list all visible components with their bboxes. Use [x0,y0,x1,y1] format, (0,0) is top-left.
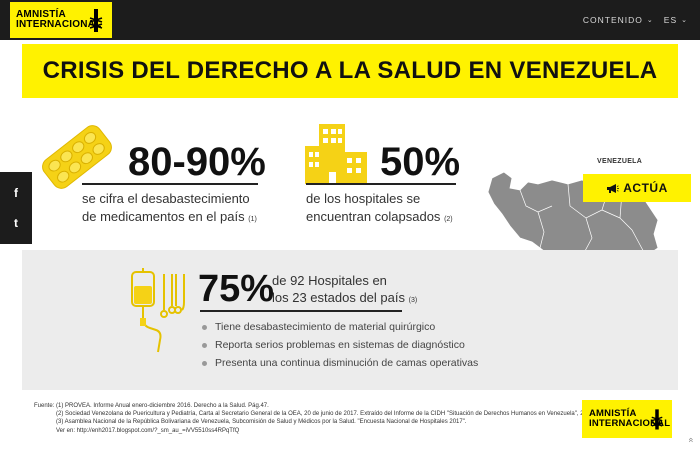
stat-medicines-ref: (1) [248,216,257,223]
stat-network-underline [200,310,402,312]
logo-text: AMNISTÍA INTERNACIONAL [16,9,102,30]
stat-medicines-line1: se cifra el desabastecimiento [82,191,250,206]
footnote-2: (2) Sociedad Venezolana de Puericultura … [56,411,596,418]
stat-hospitals-desc: de los hospitales se encuentran colapsad… [306,190,453,229]
top-bar: AMNISTÍA INTERNACIONAL CONTENIDO ⌄ ES ⌄ [0,0,700,40]
hospital-buildings-icon [305,124,367,184]
stat-hospitals-line2: encuentran colapsados [306,209,441,224]
footnote-3: (3) Asamblea Nacional de la República Bo… [56,419,467,426]
chevron-down-icon: ⌄ [681,17,688,24]
stat-network-value: 75% [198,268,275,310]
megaphone-icon [607,183,620,193]
list-item: Reporta serios problemas en sistemas de … [202,336,478,354]
title-banner: CRISIS DEL DERECHO A LA SALUD EN VENEZUE… [22,44,678,98]
stat-hospitals-line2-wrap: encuentran colapsados (2) [306,208,453,229]
footer-amnesty-logo[interactable]: AMNISTÍA INTERNACIONAL [582,400,672,438]
stat-medicines-desc: se cifra el desabastecimiento de medicam… [82,190,257,229]
list-item: Presenta una continua disminución de cam… [202,354,478,372]
page-title: CRISIS DEL DERECHO A LA SALUD EN VENEZUE… [42,57,658,84]
facebook-icon[interactable]: f [14,186,18,200]
nav-contenido[interactable]: CONTENIDO ⌄ [583,15,654,25]
stat-hospitals-line1: de los hospitales se [306,191,421,206]
footer-logo-line1: AMNISTÍA [589,408,637,419]
stat-hospitals-ref: (2) [444,216,453,223]
stat-network-line2: los 23 estados del país [272,290,405,305]
iv-bag-surgical-tools-icon [131,268,185,353]
chevron-down-icon: ⌄ [646,17,654,24]
stat-medicines-underline [82,183,258,185]
logo-line2: INTERNACIONAL [16,19,102,30]
sources-footnotes: Fuente: (1) PROVEA. Informe Anual enero-… [34,402,595,435]
footnote-1: Fuente: (1) PROVEA. Informe Anual enero-… [34,403,269,409]
footer-logo-text: AMNISTÍA INTERNACIONAL [589,408,671,429]
stat-network-line1: de 92 Hospitales en [272,273,387,288]
stat-medicines-value: 80-90% [128,140,266,184]
footnote-link[interactable]: Ver en: http://enh2017.blogspot.com/?_sm… [56,427,240,434]
double-chevron-up-icon[interactable]: « [686,437,697,443]
nav-language-label: ES [663,15,678,25]
footer-logo-line2: INTERNACIONAL [589,418,671,429]
stat-network-desc: de 92 Hospitales en los 23 estados del p… [272,272,417,309]
social-share-bar: f t [0,172,32,244]
stat-network-ref: (3) [408,297,418,304]
candle-barbed-wire-icon [651,409,663,430]
stat-hospitals-value: 50% [380,140,461,184]
actua-button[interactable]: ACTÚA [583,174,691,202]
stat-medicines-line2: de medicamentos en el país [82,209,245,224]
map-label: VENEZUELA [597,158,643,165]
list-item: Tiene desabastecimiento de material quir… [202,318,478,336]
nav-language[interactable]: ES ⌄ [664,15,688,25]
pill-blister-icon [42,125,112,189]
twitter-icon[interactable]: t [14,216,18,230]
actua-label: ACTÚA [623,181,668,195]
amnesty-logo[interactable]: AMNISTÍA INTERNACIONAL [10,2,112,38]
candle-barbed-wire-icon [89,9,103,32]
top-nav: CONTENIDO ⌄ ES ⌄ [583,0,688,40]
logo-line1: AMNISTÍA [16,9,66,20]
nav-contenido-label: CONTENIDO [582,15,643,25]
network-findings-list: Tiene desabastecimiento de material quir… [202,318,478,372]
stat-hospitals-underline [306,183,456,185]
stat-network-line2-wrap: los 23 estados del país (3) [272,289,417,309]
stat-medicines-line2-wrap: de medicamentos en el país (1) [82,208,257,229]
